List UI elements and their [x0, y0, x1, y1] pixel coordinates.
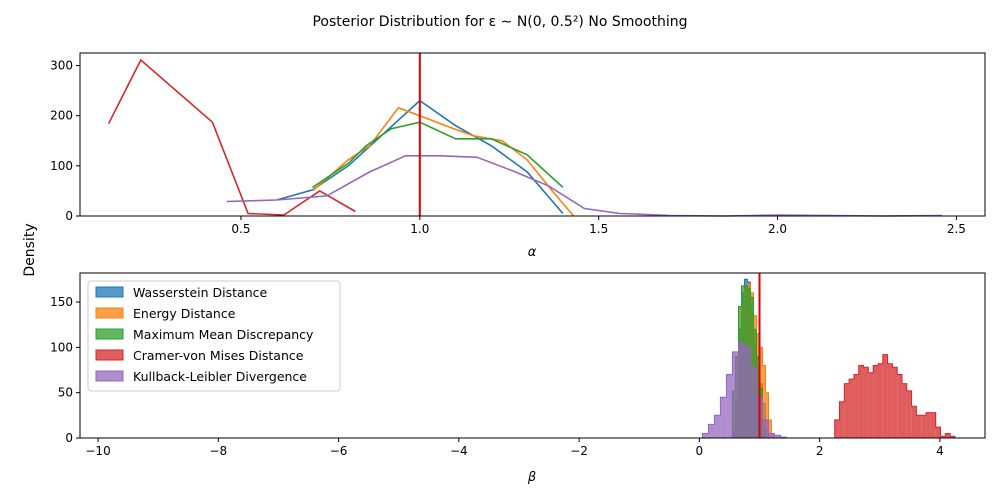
- cramer-von-mises-distance-bin: [853, 374, 859, 438]
- alpha-x-tick-label: 0.5: [231, 222, 250, 236]
- cramer-von-mises-distance-bin: [892, 367, 898, 438]
- cramer-von-mises-distance-beta-histogram: [834, 354, 956, 438]
- kullback-leibler-divergence-bin-outline: [701, 342, 788, 438]
- energy-distance-bin: [762, 365, 766, 438]
- beta-axis-ticks: −10 −8 −6 −4 −2 0 2 4 0 50 100 150: [50, 295, 944, 458]
- legend-item-wasserstein-distance: Wasserstein Distance: [95, 285, 268, 300]
- legend: Wasserstein Distance Energy Distance Maxim…: [87, 280, 341, 392]
- cramer-von-mises-distance-bin: [902, 383, 907, 438]
- cramer-von-mises-distance-bin: [906, 390, 912, 438]
- alpha-x-tick-label: 2.0: [768, 222, 787, 236]
- cramer-von-mises-distance-bin: [863, 367, 869, 438]
- legend-label: Wasserstein Distance: [133, 285, 268, 300]
- kullback-leibler-divergence-bin: [708, 424, 715, 438]
- legend-item-cramer-von-mises-distance: Cramer-von Mises Distance: [95, 348, 304, 363]
- alpha-y-tick-label: 0: [65, 209, 73, 223]
- legend-label: Cramer-von Mises Distance: [133, 348, 304, 363]
- beta-x-tick-label: 4: [936, 444, 944, 458]
- cramer-von-mises-distance-bin: [849, 379, 854, 438]
- cramer-von-mises-distance-bin: [897, 374, 903, 438]
- cramer-von-mises-distance-bin: [844, 383, 850, 438]
- alpha-x-tick-label: 1.0: [410, 222, 429, 236]
- alpha-panel: 0.5 1.0 1.5 2.0 2.5 0 100 200 300 α: [50, 52, 986, 260]
- alpha-plot-frame: [79, 52, 986, 217]
- beta-plot-frame: [79, 272, 986, 439]
- legend-swatch: [95, 307, 124, 319]
- beta-panel: −10 −8 −6 −4 −2 0 2 4 0 50 100 150 β Wasserstein Di…: [50, 272, 986, 485]
- cramer-von-mises-distance-bin: [868, 372, 874, 438]
- kullback-leibler-divergence-bin: [744, 347, 751, 438]
- cramer-von-mises-distance-bin: [930, 412, 936, 438]
- alpha-axis-ticks: 0.5 1.0 1.5 2.0 2.5 0 100 200 300: [50, 59, 966, 236]
- cramer-von-mises-distance-bin: [916, 415, 922, 438]
- cramer-von-mises-distance-bin: [873, 365, 878, 438]
- kullback-leibler-divergence-bin: [702, 433, 709, 438]
- cramer-von-mises-distance-bin: [935, 427, 941, 438]
- beta-x-tick-label: 2: [816, 444, 824, 458]
- cramer-von-mises-distance-bin: [940, 436, 946, 438]
- energy-distance-bin: [765, 392, 769, 438]
- legend-item-kullback-leibler-divergence: Kullback-Leibler Divergence: [95, 369, 307, 384]
- beta-x-tick-label: −8: [209, 444, 227, 458]
- alpha-y-tick-label: 300: [50, 59, 73, 73]
- legend-box: [87, 280, 341, 392]
- beta-y-tick-label: 150: [50, 295, 73, 309]
- kullback-leibler-divergence-bin: [720, 397, 727, 438]
- cramer-von-mises-distance-alpha-line: [107, 58, 356, 216]
- beta-x-tick-label: −10: [85, 444, 110, 458]
- legend-item-maximum-mean-discrepancy: Maximum Mean Discrepancy: [95, 327, 314, 342]
- legend-swatch: [95, 328, 124, 340]
- beta-y-tick-label: 0: [65, 431, 73, 445]
- kullback-leibler-divergence-bin: [714, 415, 721, 438]
- figure-title: Posterior Distribution for ε ∼ N(0, 0.5²…: [312, 14, 687, 30]
- beta-axis-label: β: [527, 470, 536, 485]
- legend-swatch: [95, 349, 124, 361]
- legend-label: Energy Distance: [133, 306, 236, 321]
- energy-distance-bin: [768, 419, 772, 438]
- legend-item-energy-distance: Energy Distance: [95, 306, 236, 321]
- cramer-von-mises-distance-bin: [887, 363, 893, 438]
- alpha-axis-label: α: [528, 245, 537, 260]
- beta-x-tick-label: −4: [450, 444, 468, 458]
- cramer-von-mises-distance-bin: [945, 433, 951, 438]
- beta-y-tick-label: 50: [58, 386, 73, 400]
- kullback-leibler-divergence-bin: [774, 435, 781, 438]
- legend-label: Kullback-Leibler Divergence: [133, 369, 307, 384]
- alpha-x-tick-label: 2.5: [947, 222, 966, 236]
- cramer-von-mises-distance-bin: [834, 419, 840, 438]
- cramer-von-mises-distance-bin: [839, 401, 845, 438]
- alpha-plot-area: [80, 53, 985, 216]
- kullback-leibler-divergence-bin: [762, 419, 769, 438]
- kullback-leibler-divergence-bin: [738, 342, 745, 438]
- alpha-x-tick-label: 1.5: [589, 222, 608, 236]
- kullback-leibler-divergence-bin: [768, 433, 775, 438]
- cramer-von-mises-distance-bin: [858, 365, 864, 438]
- beta-x-tick-label: −6: [330, 444, 348, 458]
- kullback-leibler-divergence-bin: [732, 351, 739, 438]
- cramer-von-mises-distance-bin: [877, 363, 883, 438]
- beta-y-tick-label: 100: [50, 340, 73, 354]
- cramer-von-mises-distance-bin: [950, 436, 955, 438]
- beta-x-tick-label: 0: [696, 444, 704, 458]
- shared-y-axis-label: Density: [22, 223, 38, 276]
- cramer-von-mises-distance-bin: [882, 354, 888, 438]
- legend-swatch: [95, 370, 124, 382]
- kullback-leibler-divergence-bin: [726, 374, 733, 438]
- alpha-y-tick-label: 100: [50, 159, 73, 173]
- legend-swatch: [95, 286, 124, 298]
- kullback-leibler-divergence-bin: [750, 367, 757, 438]
- beta-x-tick-label: −2: [570, 444, 588, 458]
- cramer-von-mises-distance-bin: [921, 415, 927, 438]
- kullback-leibler-divergence-alpha-line: [226, 155, 943, 217]
- legend-label: Maximum Mean Discrepancy: [133, 327, 314, 342]
- cramer-von-mises-distance-bin: [911, 406, 917, 438]
- cramer-von-mises-distance-bin-outline: [834, 354, 956, 438]
- alpha-y-tick-label: 200: [50, 109, 73, 123]
- cramer-von-mises-distance-bin: [926, 412, 931, 438]
